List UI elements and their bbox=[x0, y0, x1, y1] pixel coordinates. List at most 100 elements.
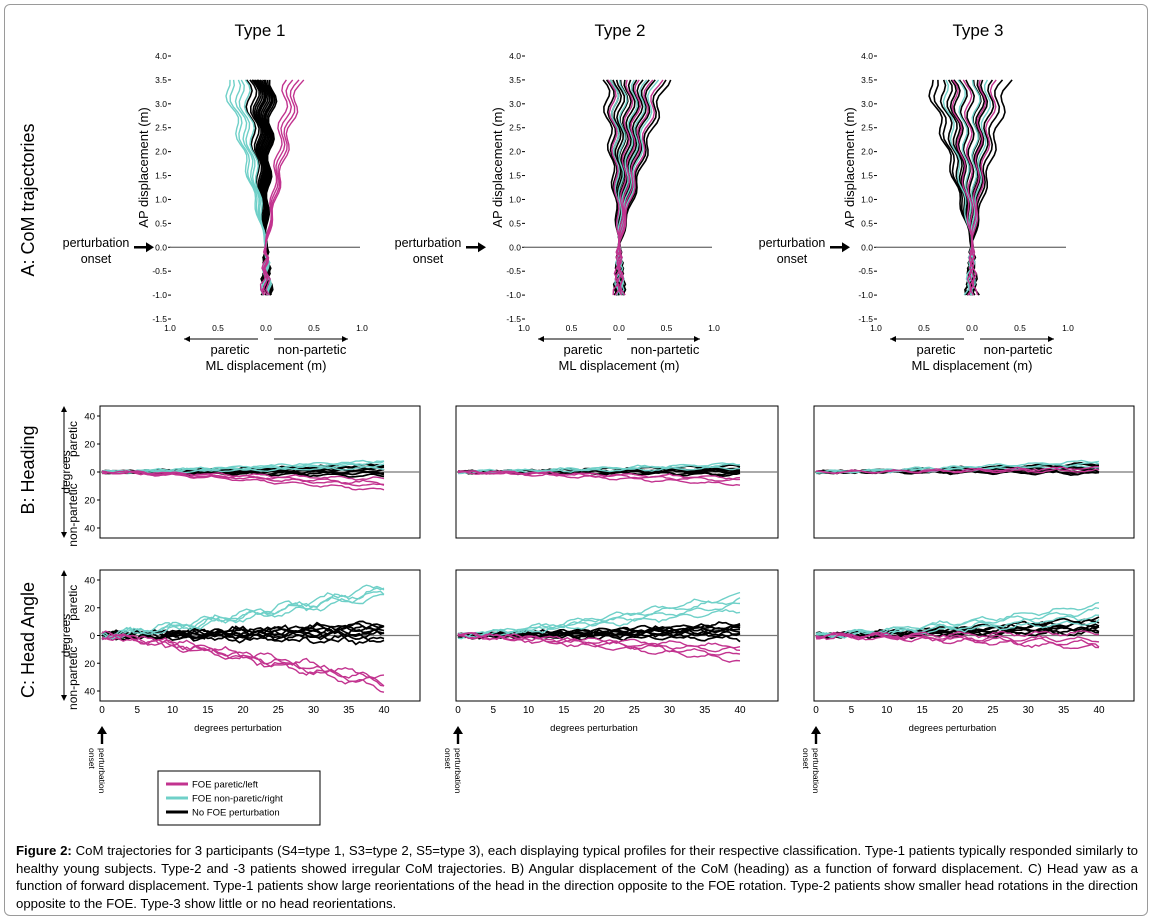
column-title: Type 1 bbox=[234, 21, 285, 40]
figure-caption: Figure 2: CoM trajectories for 3 partici… bbox=[16, 842, 1138, 912]
x-tick-label: 15 bbox=[202, 705, 214, 716]
x-tick-label: 20 bbox=[237, 705, 249, 716]
angle-trace bbox=[457, 633, 741, 653]
nonparetic-label: non-partetic bbox=[66, 483, 80, 546]
x-tick-label: 1.0 bbox=[164, 323, 176, 333]
x-tick-label: 5 bbox=[490, 705, 496, 716]
y-tick-label: -1.0 bbox=[858, 290, 873, 300]
com-panel: 4.0 3.5 3.0 2.5 2.0 1.5 1.0 0.5 0.0 -0.5 -1.0 -1.5 A… bbox=[395, 51, 721, 373]
angle-trace bbox=[101, 590, 385, 640]
angle-trace bbox=[815, 630, 1099, 640]
onset-vertical-label: onset bbox=[801, 748, 811, 769]
y-tick-label: 1.0 bbox=[861, 194, 873, 204]
row-label: A: CoM trajectories bbox=[18, 123, 38, 276]
x-tick-label: 0.0 bbox=[613, 323, 625, 333]
paretic-label: paretic bbox=[66, 585, 80, 621]
nonparetic-label: non-partetic bbox=[984, 342, 1053, 357]
y-tick-label: 0.0 bbox=[509, 242, 521, 252]
y-tick-label: 3.0 bbox=[861, 99, 873, 109]
x-tick-label: 15 bbox=[917, 705, 929, 716]
row-label: B: Heading bbox=[18, 425, 38, 514]
arrow-head bbox=[146, 242, 154, 253]
y-tick-label: 40 bbox=[84, 687, 95, 698]
onset-label: onset bbox=[413, 252, 444, 266]
y-tick-label: 1.0 bbox=[509, 194, 521, 204]
degrees-label: degrees bbox=[59, 450, 73, 493]
y-tick-label: 2.5 bbox=[509, 123, 521, 133]
angle-trace bbox=[101, 623, 385, 641]
y-tick-label: 40 bbox=[84, 524, 95, 535]
arrow-head bbox=[342, 336, 348, 342]
nonparetic-label: non-partetic bbox=[631, 342, 700, 357]
com-trace bbox=[259, 79, 289, 296]
x-tick-label: 40 bbox=[378, 705, 390, 716]
y-tick-label: 1.5 bbox=[861, 171, 873, 181]
x-tick-label: 10 bbox=[167, 705, 179, 716]
x-tick-label: 5 bbox=[134, 705, 140, 716]
y-axis-label: AP displacement (m) bbox=[842, 107, 857, 227]
x-tick-label: 0.5 bbox=[661, 323, 673, 333]
caption-text: CoM trajectories for 3 participants (S4=… bbox=[16, 843, 1139, 911]
column-title: Type 2 bbox=[594, 21, 645, 40]
nonparetic-label: non-partetic bbox=[66, 647, 80, 710]
x-tick-label: 20 bbox=[593, 705, 605, 716]
x-tick-label: 35 bbox=[1058, 705, 1070, 716]
heading-panel bbox=[813, 405, 1135, 539]
x-tick-label: 0.5 bbox=[212, 323, 224, 333]
arrow-head bbox=[811, 726, 821, 734]
y-tick-label: 1.0 bbox=[155, 194, 167, 204]
com-trace bbox=[968, 79, 997, 296]
arrow-head bbox=[694, 336, 700, 342]
caption-title: Figure 2: bbox=[16, 843, 72, 858]
y-tick-label: 20 bbox=[84, 603, 95, 614]
y-tick-label: 4.0 bbox=[509, 51, 521, 61]
angle-trace bbox=[101, 459, 385, 474]
y-tick-label: 3.0 bbox=[155, 99, 167, 109]
com-panel: 4.0 3.5 3.0 2.5 2.0 1.5 1.0 0.5 0.0 -0.5 -1.0 -1.5 A… bbox=[63, 51, 369, 373]
y-tick-label: 4.0 bbox=[155, 51, 167, 61]
x-tick-label: 1.0 bbox=[1062, 323, 1074, 333]
arrow-head bbox=[842, 242, 850, 253]
angle-trace bbox=[457, 470, 741, 487]
arrow-head bbox=[890, 336, 896, 342]
arrow-head bbox=[61, 406, 67, 412]
y-tick-label: 2.0 bbox=[509, 147, 521, 157]
arrow-head bbox=[453, 726, 463, 734]
com-trace bbox=[261, 79, 305, 296]
com-trace bbox=[962, 79, 974, 296]
y-axis-label: AP displacement (m) bbox=[490, 107, 505, 227]
y-tick-label: 2.0 bbox=[861, 147, 873, 157]
y-tick-label: 0.5 bbox=[861, 218, 873, 228]
y-tick-label: 40 bbox=[84, 412, 95, 423]
x-tick-label: 0.5 bbox=[566, 323, 578, 333]
y-tick-label: 0 bbox=[90, 631, 95, 642]
arrow-head bbox=[61, 570, 67, 576]
y-tick-label: 20 bbox=[84, 440, 95, 451]
y-tick-label: 1.5 bbox=[155, 171, 167, 181]
column-title: Type 3 bbox=[952, 21, 1003, 40]
x-tick-label: 0.0 bbox=[260, 323, 272, 333]
com-trace bbox=[263, 79, 274, 296]
x-tick-label: 25 bbox=[629, 705, 641, 716]
nonparetic-label: non-partetic bbox=[278, 342, 347, 357]
onset-vertical-label: perturbation bbox=[811, 748, 821, 794]
arrow-head bbox=[61, 532, 67, 538]
arrow-head bbox=[97, 726, 107, 734]
onset-vertical-label: onset bbox=[443, 748, 453, 769]
row-label: C: Head Angle bbox=[18, 582, 38, 698]
angle-trace bbox=[101, 633, 385, 687]
y-tick-label: 1.5 bbox=[509, 171, 521, 181]
angle-trace bbox=[815, 606, 1100, 639]
x-tick-label: 10 bbox=[523, 705, 535, 716]
y-tick-label: 20 bbox=[84, 496, 95, 507]
y-tick-label: 4.0 bbox=[861, 51, 873, 61]
arrow-head bbox=[538, 336, 544, 342]
arrow-head bbox=[184, 336, 190, 342]
x-axis-label: ML displacement (m) bbox=[912, 358, 1033, 373]
legend-label: FOE non-paretic/right bbox=[192, 794, 283, 805]
y-tick-label: -1.5 bbox=[152, 314, 167, 324]
y-tick-label: 0.5 bbox=[509, 218, 521, 228]
x-axis-label: ML displacement (m) bbox=[559, 358, 680, 373]
